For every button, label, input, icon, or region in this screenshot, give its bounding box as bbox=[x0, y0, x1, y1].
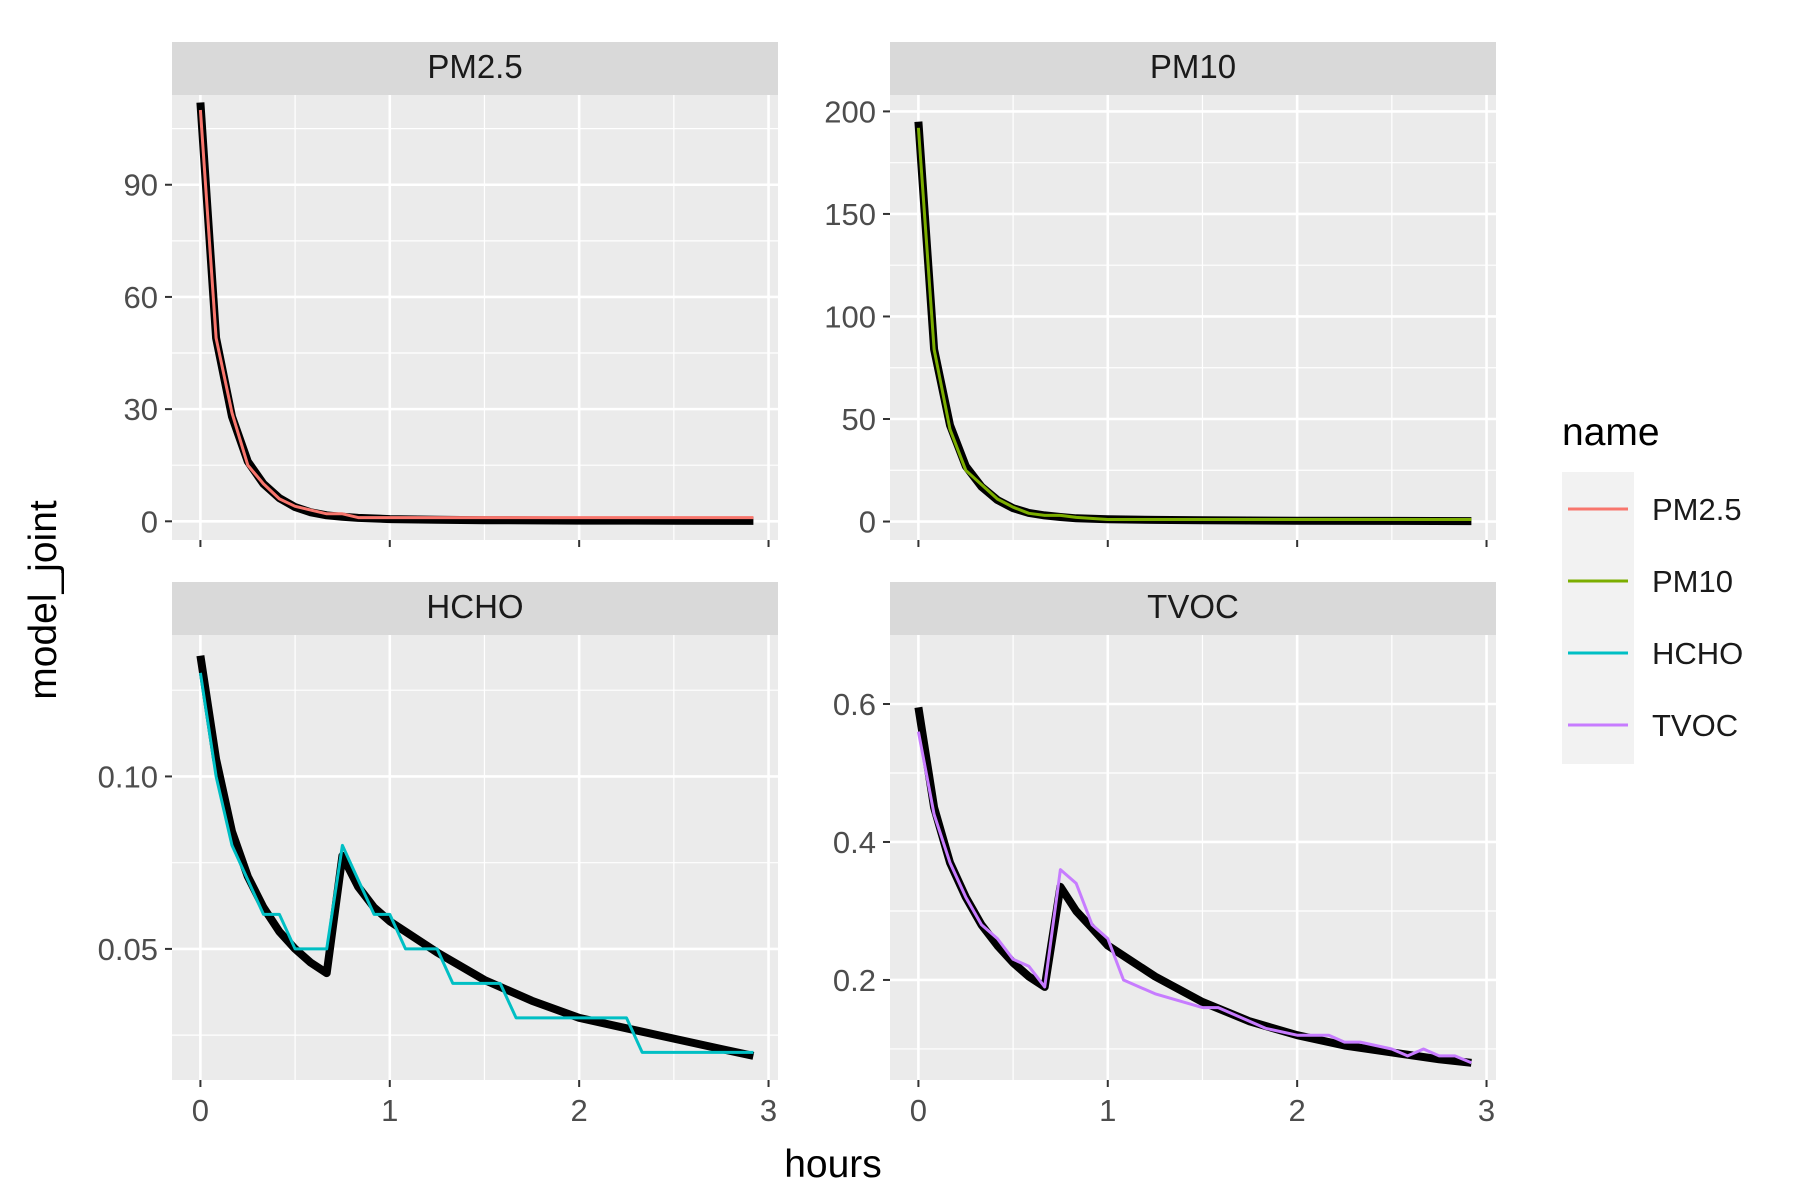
y-tick-label: 0 bbox=[859, 505, 876, 540]
y-tick-label: 0.6 bbox=[833, 687, 876, 722]
y-tick-label: 50 bbox=[842, 402, 876, 437]
panel-pm25: PM2.5 0 30 60 90 bbox=[124, 42, 778, 547]
panel-tvoc: TVOC 0.2 0.4 0.6 0 1 2 3 bbox=[833, 582, 1496, 1128]
y-tick-label: 90 bbox=[124, 168, 158, 203]
legend-entry-hcho: HCHO bbox=[1568, 636, 1743, 671]
y-tick-label: 60 bbox=[124, 280, 158, 315]
series-line-pm10 bbox=[916, 127, 1472, 521]
series-line-hcho bbox=[198, 672, 754, 1054]
legend-entries: PM2.5 PM10 HCHO TVOC bbox=[1568, 492, 1743, 743]
strip-background bbox=[890, 582, 1496, 635]
panel-pm10: PM10 0 50 100 150 200 bbox=[824, 42, 1496, 547]
y-tick-label: 30 bbox=[124, 392, 158, 427]
strip-background bbox=[890, 42, 1496, 95]
panel-hcho: HCHO 0.05 0.10 0 1 2 3 bbox=[98, 582, 778, 1128]
y-tick-label: 0.10 bbox=[98, 759, 158, 794]
strip-background bbox=[172, 42, 778, 95]
y-tick-label: 100 bbox=[824, 299, 876, 334]
gridlines bbox=[172, 95, 778, 540]
x-tick-label: 2 bbox=[571, 1093, 588, 1128]
y-tick-label: 150 bbox=[824, 197, 876, 232]
legend-title: name bbox=[1562, 411, 1660, 454]
legend-label: HCHO bbox=[1652, 636, 1743, 671]
x-tick-label: 3 bbox=[760, 1093, 777, 1128]
y-tick-label: 0 bbox=[141, 504, 158, 539]
legend-key-background bbox=[1562, 472, 1634, 764]
strip-label: TVOC bbox=[1147, 588, 1239, 625]
gridlines bbox=[890, 635, 1496, 1080]
legend: name PM2.5 PM10 HCHO TVOC bbox=[1562, 411, 1743, 764]
legend-label: TVOC bbox=[1652, 708, 1738, 743]
series-line-tvoc bbox=[916, 731, 1472, 1065]
panel-background bbox=[890, 635, 1496, 1080]
strip-label: HCHO bbox=[426, 588, 523, 625]
y-tick-label: 0.2 bbox=[833, 963, 876, 998]
legend-entry-pm10: PM10 bbox=[1568, 564, 1733, 599]
y-axis-title: model_joint bbox=[22, 500, 65, 700]
legend-entry-pm25: PM2.5 bbox=[1568, 492, 1742, 527]
model-line bbox=[196, 655, 755, 1060]
strip-label: PM2.5 bbox=[427, 48, 522, 85]
x-tick-label: 0 bbox=[192, 1093, 209, 1128]
y-tick-label: 0.05 bbox=[98, 932, 158, 967]
legend-label: PM2.5 bbox=[1652, 492, 1742, 527]
panel-background bbox=[172, 635, 778, 1080]
legend-entry-tvoc: TVOC bbox=[1568, 708, 1738, 743]
y-tick-label: 0.4 bbox=[833, 825, 876, 860]
legend-label: PM10 bbox=[1652, 564, 1733, 599]
strip-label: PM10 bbox=[1150, 48, 1236, 85]
panels: PM2.50306090PM10050100150200HCHO0.050.10… bbox=[98, 42, 1496, 1128]
x-axis-title: hours bbox=[784, 1143, 882, 1186]
gridlines bbox=[172, 635, 778, 1080]
y-tick-label: 200 bbox=[824, 94, 876, 129]
x-tick-label: 3 bbox=[1478, 1093, 1495, 1128]
x-tick-label: 2 bbox=[1289, 1093, 1306, 1128]
x-tick-label: 1 bbox=[381, 1093, 398, 1128]
strip-background bbox=[172, 582, 778, 635]
x-tick-label: 1 bbox=[1099, 1093, 1116, 1128]
panel-background bbox=[172, 95, 778, 540]
series-line-pm25 bbox=[198, 109, 754, 520]
x-tick-label: 0 bbox=[910, 1093, 927, 1128]
